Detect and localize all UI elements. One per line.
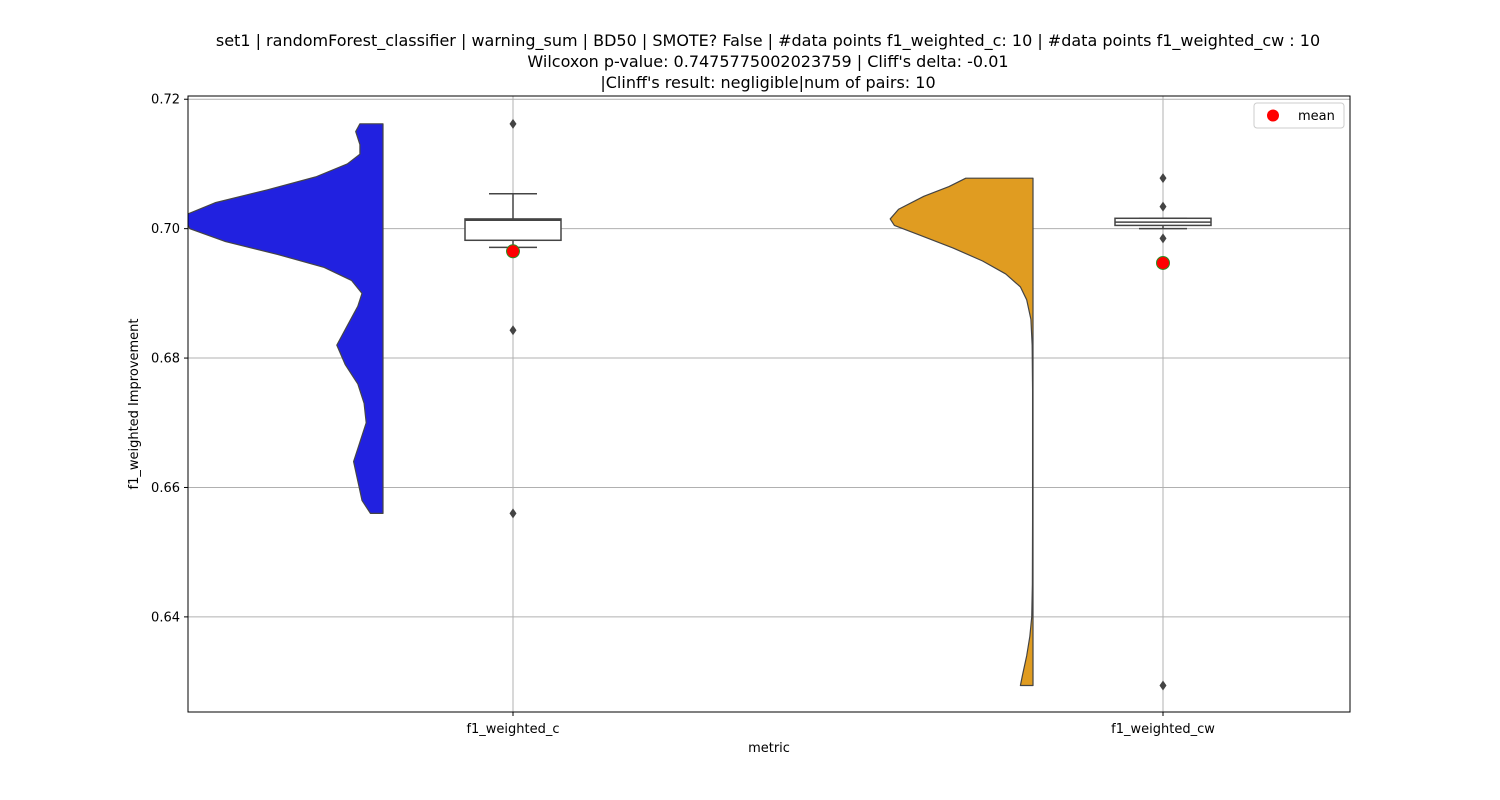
x-axis-label: metric	[748, 741, 790, 756]
violin-layer	[188, 123, 1034, 687]
title-line-2: Wilcoxon p-value: 0.7475775002023759 | C…	[527, 52, 1008, 71]
outlier-point	[1159, 173, 1167, 184]
chart-title: set1 | randomForest_classifier | warning…	[216, 31, 1320, 92]
legend-mean-marker	[1267, 109, 1279, 122]
legend-mean-label: mean	[1298, 109, 1335, 124]
plot-frame	[187, 95, 1351, 713]
y-tick-label: 0.66	[151, 481, 180, 496]
outlier-point	[509, 508, 517, 519]
y-axis: 0.64 0.66 0.68 0.70 0.72	[151, 93, 188, 625]
x-tick-label: f1_weighted_c	[466, 722, 559, 737]
mean-point-f1_weighted_c	[506, 244, 520, 259]
mean-point-f1_weighted_cw	[1156, 255, 1170, 270]
outlier-point	[1159, 233, 1167, 244]
legend-box	[1253, 102, 1345, 129]
outlier-point	[509, 118, 517, 129]
outlier-point	[1159, 201, 1167, 212]
box-f1_weighted_c	[464, 218, 562, 242]
violin-f1_weighted_cw	[889, 177, 1034, 687]
title-line-3: |Clinff's result: negligible|num of pair…	[600, 73, 935, 92]
y-tick-label: 0.72	[151, 93, 180, 108]
box-layer	[464, 192, 1212, 249]
outlier-point	[1159, 680, 1167, 691]
title-line-1: set1 | randomForest_classifier | warning…	[216, 31, 1320, 51]
x-axis: f1_weighted_c f1_weighted_cw	[466, 712, 1215, 737]
outlier-point	[509, 325, 517, 336]
point-layer	[506, 118, 1170, 691]
y-axis-label: f1_weighted Improvement	[127, 318, 142, 489]
legend: mean	[1253, 102, 1345, 129]
y-tick-label: 0.68	[151, 352, 180, 367]
x-tick-label: f1_weighted_cw	[1111, 722, 1215, 737]
y-tick-label: 0.70	[151, 222, 180, 237]
y-tick-label: 0.64	[151, 610, 180, 625]
violin-f1_weighted_c	[188, 123, 384, 514]
